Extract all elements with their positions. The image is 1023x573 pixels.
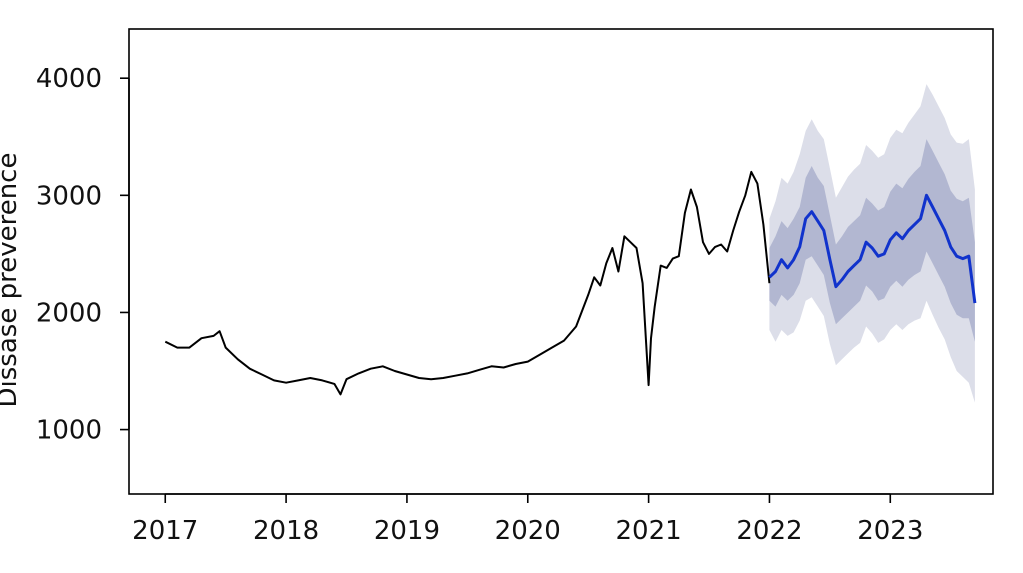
x-tick-label: 2018 xyxy=(253,516,319,546)
x-tick-label: 2021 xyxy=(616,516,682,546)
inner-interval-band xyxy=(769,139,975,342)
x-tick-label: 2022 xyxy=(736,516,802,546)
x-tick-label: 2020 xyxy=(495,516,561,546)
x-tick-label: 2017 xyxy=(132,516,198,546)
y-tick-label: 2000 xyxy=(36,298,102,328)
y-tick-label: 4000 xyxy=(36,64,102,94)
y-axis: 1000 2000 3000 4000 xyxy=(36,64,130,446)
forecast-bands xyxy=(769,84,975,403)
chart-lines xyxy=(164,170,977,396)
x-axis: 2017 2018 2019 2020 2021 2022 2023 xyxy=(132,493,923,546)
y-tick-label: 1000 xyxy=(36,416,102,446)
x-tick-label: 2019 xyxy=(374,516,440,546)
forecast-line xyxy=(768,193,977,304)
x-tick-label: 2023 xyxy=(857,516,923,546)
y-tick-label: 3000 xyxy=(36,181,102,211)
history-line xyxy=(164,170,771,396)
y-axis-title: Dissase preverence xyxy=(0,153,23,408)
